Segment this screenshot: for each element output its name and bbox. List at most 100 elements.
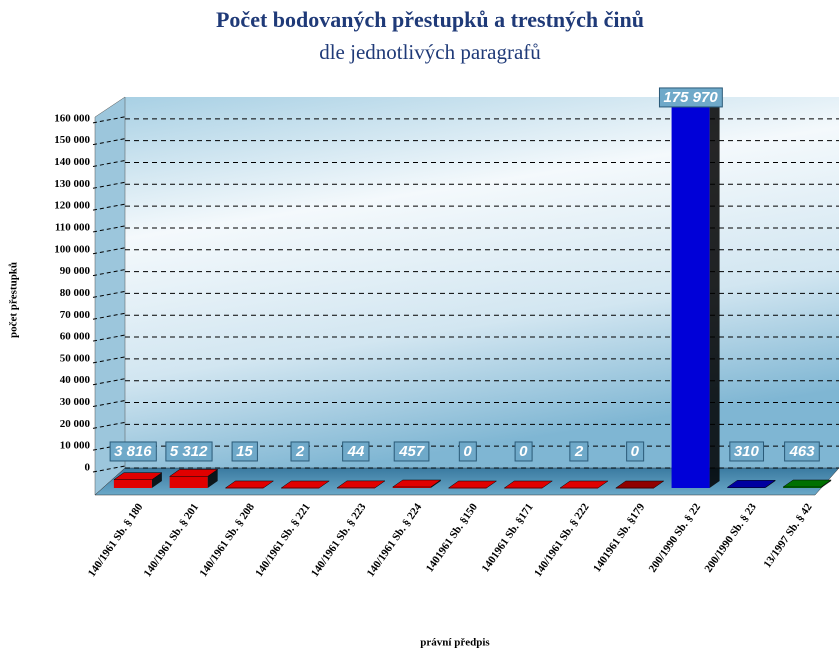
y-tick-label: 70 000 [60, 309, 91, 321]
bar-top [168, 469, 219, 477]
value-label-box [784, 441, 820, 462]
y-tick-label: 100 000 [54, 243, 90, 255]
value-label-box [290, 441, 310, 462]
y-tick-label: 50 000 [60, 352, 91, 364]
bar [169, 476, 208, 488]
y-tick [92, 421, 126, 429]
bar-side [207, 469, 218, 488]
value-label: 2 [574, 443, 584, 460]
bar-top [280, 480, 330, 489]
value-label-box [165, 441, 213, 462]
bar-side [151, 472, 162, 488]
x-tick-label: 1401961 Sb. §171 [480, 501, 536, 574]
y-tick-label: 10 000 [60, 440, 91, 452]
bar-top [113, 472, 163, 480]
x-tick-label: 200/1990 Sb. § 23 [702, 501, 759, 575]
y-tick-label: 90 000 [60, 265, 91, 277]
y-tick-label: 120 000 [54, 200, 90, 212]
bar-top [336, 480, 386, 489]
bar [783, 486, 822, 488]
value-label: 3 816 [114, 443, 152, 460]
y-tick [92, 247, 126, 255]
value-label: 463 [789, 443, 816, 460]
y-tick-label: 40 000 [60, 374, 91, 386]
y-tick [92, 116, 126, 124]
chart-subtitle: dle jednotlivých paragrafů [319, 40, 541, 64]
chart-title: Počet bodovaných přestupků a trestných č… [216, 7, 644, 32]
y-tick [92, 181, 126, 189]
value-label: 175 970 [663, 89, 718, 106]
value-label-box [514, 441, 533, 462]
y-tick [92, 290, 126, 298]
bar [392, 487, 431, 488]
y-tick-label: 20 000 [60, 418, 91, 430]
y-tick [92, 443, 126, 451]
bar-top [559, 480, 609, 489]
value-label-box [658, 87, 723, 108]
back-wall [125, 97, 839, 468]
x-tick-label: 140/1961 Sb. § 222 [532, 501, 592, 579]
y-tick [92, 225, 126, 233]
value-label: 0 [519, 443, 528, 460]
y-tick-label: 110 000 [55, 221, 91, 233]
y-tick-label: 130 000 [54, 178, 90, 190]
value-label-box [393, 441, 430, 462]
value-label: 0 [463, 443, 472, 460]
value-label-box [109, 441, 157, 462]
value-label-box [729, 441, 765, 462]
y-tick [92, 334, 126, 342]
y-tick [92, 400, 126, 408]
y-tick [92, 378, 126, 386]
value-label-box [458, 441, 477, 462]
y-tick-label: 30 000 [60, 396, 91, 408]
x-tick-label: 140/1961 Sb. § 180 [86, 501, 146, 579]
value-label-box [231, 441, 258, 462]
bar-top [391, 479, 442, 488]
x-tick-label: 140/1961 Sb. § 224 [365, 501, 425, 579]
x-tick-label: 13/1997 Sb. § 42 [761, 501, 815, 570]
bar [671, 103, 710, 489]
value-label: 5 312 [170, 443, 208, 460]
y-tick [92, 269, 126, 277]
value-label-box [626, 441, 645, 462]
y-tick-label: 150 000 [54, 134, 90, 146]
bar-top [503, 480, 554, 489]
value-label-box [569, 441, 589, 462]
x-tick-label: 1401961 Sb. §179 [591, 501, 648, 575]
side-wall [94, 96, 126, 496]
y-tick [92, 203, 126, 211]
y-tick [92, 356, 126, 364]
value-label: 15 [236, 443, 253, 460]
x-tick-label: 140/1961 Sb. § 221 [253, 501, 313, 579]
value-label: 2 [295, 443, 305, 460]
x-tick-label: 140/1961 Sb. § 201 [142, 501, 202, 579]
bar-top [615, 480, 665, 489]
y-tick [92, 159, 126, 167]
x-tick-label: 140/1961 Sb. § 208 [197, 501, 257, 579]
x-axis-label: právní předpis [420, 637, 490, 649]
y-axis-label: počet přestupků [8, 262, 20, 338]
value-label-box [342, 441, 370, 462]
y-tick [92, 465, 126, 473]
bar [113, 479, 152, 488]
y-tick-label: 160 000 [54, 112, 90, 124]
y-tick-label: 80 000 [60, 287, 91, 299]
value-label: 457 [398, 443, 425, 460]
bar [727, 487, 766, 488]
bar-top [447, 480, 498, 489]
bar-side [709, 96, 720, 489]
value-label: 310 [734, 443, 760, 460]
bar-top [224, 480, 275, 489]
y-tick [92, 312, 126, 320]
x-tick-label: 200/1990 Sb. § 22 [647, 501, 704, 575]
value-label: 0 [631, 443, 640, 460]
y-tick-label: 0 [85, 462, 91, 474]
value-label: 44 [347, 443, 365, 460]
bar-top [782, 479, 832, 488]
bar-top [726, 480, 777, 488]
y-tick-label: 60 000 [60, 331, 91, 343]
x-tick-label: 140/1961 Sb. § 223 [309, 501, 369, 579]
y-tick-label: 140 000 [54, 156, 90, 168]
y-tick [92, 138, 126, 146]
